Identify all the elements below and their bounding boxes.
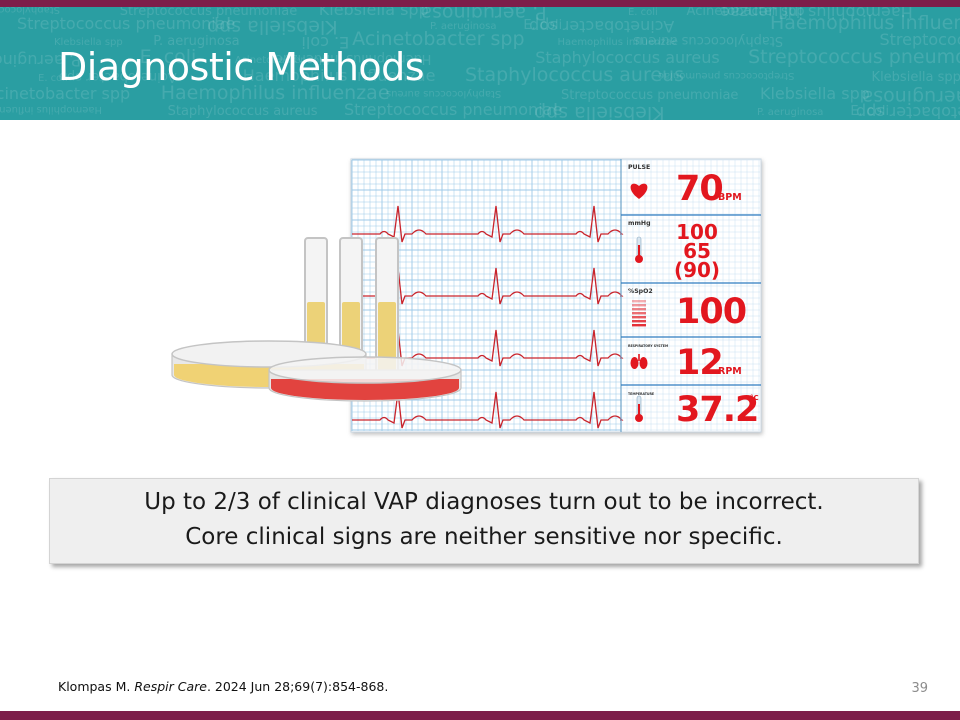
header-texture-word: Klebsiella spp (760, 84, 870, 103)
bottom-accent-bar (0, 711, 960, 720)
header-texture-word: P. aeruginosa (420, 7, 546, 24)
thermometer-icon (635, 236, 643, 263)
header-texture-word: Acinetobacter spp (0, 84, 130, 103)
ecg-trace (352, 205, 624, 243)
vital-label: RESPIRATORY SYSTEM (628, 344, 668, 348)
callout-line: Up to 2/3 of clinical VAP diagnoses turn… (144, 489, 824, 515)
header-texture-word: Klebsiella spp (872, 70, 960, 85)
header-texture-word: Acinetobacter spp (235, 55, 326, 66)
header-texture-word: Streptococcus pneumoniae (120, 7, 297, 19)
vital-row: %SpO2 100 (621, 282, 761, 332)
header-texture-word: E. coli (140, 46, 197, 68)
header-texture-word: E. coli (628, 7, 658, 18)
header-texture-word: Staphylococcus aureus (168, 104, 318, 119)
citation: Klompas M. Respir Care. 2024 Jun 28;69(7… (58, 679, 388, 694)
citation-details: . 2024 Jun 28;69(7):854-868. (206, 679, 389, 694)
vital-label: TEMPERATURE (628, 392, 654, 396)
header-texture-word: Haemophilus influenzae (558, 37, 678, 48)
header-texture-word: Staphylococcus aureus (633, 33, 783, 48)
header-texture-word: Streptococcus pneumoniae (748, 46, 960, 68)
header-texture-word: Staphylococcus aureus (535, 48, 719, 67)
header-texture-word: Klebsiella spp (319, 7, 429, 19)
header-texture-word: E. coli (301, 33, 349, 52)
vital-unit: BPM (718, 192, 742, 203)
header-texture-word: Haemophilus influenzae (275, 51, 432, 66)
header-texture-word: Klebsiella spp (54, 37, 123, 48)
vital-value: 12 (676, 343, 723, 383)
vital-value: 100 (676, 220, 718, 244)
slide-title: Diagnostic Methods (58, 45, 425, 89)
header-texture-word: Haemophilus influenzae (243, 66, 436, 85)
header-texture-word: P. aeruginosa (862, 86, 960, 108)
oximeter-bars-icon (632, 300, 646, 327)
header-texture-word: P. aeruginosa (430, 21, 496, 32)
top-accent-bar (0, 0, 960, 7)
header-texture-word: Acinetobacter spp (352, 28, 524, 50)
header-texture-word: E. coli (523, 18, 562, 33)
header-texture-word: Klebsiella spp (207, 16, 338, 38)
header-texture-word: Streptococcus pneumoniae (658, 70, 794, 81)
vital-value: 37.2 (676, 390, 758, 430)
vital-value: 70 (676, 169, 723, 209)
vital-label: PULSE (628, 164, 650, 171)
header-texture-word: P. aeruginosa (153, 34, 239, 49)
citation-journal: Respir Care (134, 679, 207, 694)
vital-label: mmHg (628, 220, 651, 227)
thermometer-icon (635, 395, 643, 422)
heart-icon (630, 183, 648, 199)
petri-dish-red (268, 356, 462, 402)
vital-value: 65 (683, 239, 711, 263)
header-texture-word: Acinetobacter spp (856, 103, 960, 120)
header-texture-word: Staphylococcus aureus (0, 7, 60, 15)
vital-value: 100 (676, 292, 746, 332)
header-texture-word: E. coli (38, 73, 68, 84)
header-texture-word: Haemophilus influenzae (720, 7, 913, 22)
vital-value: (90) (674, 258, 720, 282)
vital-unit: RPM (718, 366, 742, 377)
header-texture-word: P. aeruginosa (0, 51, 81, 70)
header-texture-word: Staphylococcus aureus (386, 88, 501, 99)
vital-row: TEMPERATURE 37.2°C (621, 384, 761, 430)
header-texture-word: E. coli (850, 104, 889, 119)
header-texture-word: Streptococcus pneumoniae (344, 100, 562, 119)
vital-label: %SpO2 (628, 288, 653, 295)
header-texture-word: Acinetobacter spp (59, 69, 177, 84)
callout-line: Core clinical signs are neither sensitiv… (185, 524, 783, 550)
header-texture-word: Staphylococcus aureus (465, 64, 684, 86)
header-texture-word: Haemophilus influenzae (0, 104, 102, 115)
header-texture-word: Acinetobacter spp (687, 7, 805, 19)
header-texture-word: P. aeruginosa (757, 107, 823, 118)
header-texture-word: Haemophilus influenzae (161, 82, 390, 104)
citation-authors: Klompas M. (58, 679, 135, 694)
key-message-callout: Up to 2/3 of clinical VAP diagnoses turn… (49, 478, 919, 564)
header-texture-word: Streptococcus pneumoniae (561, 88, 738, 103)
vital-unit: °C (750, 394, 759, 402)
header-texture-word: Streptococcus pneumoniae (879, 30, 960, 49)
lungs-icon (630, 354, 648, 369)
header-texture-word: Acinetobacter spp (529, 17, 674, 36)
page-number: 39 (911, 681, 928, 696)
header-texture-word: Streptococcus pneumoniae (17, 14, 235, 33)
header-texture-word: Haemophilus influenzae (770, 12, 960, 34)
header-texture-word: Klebsiella spp (534, 102, 665, 120)
